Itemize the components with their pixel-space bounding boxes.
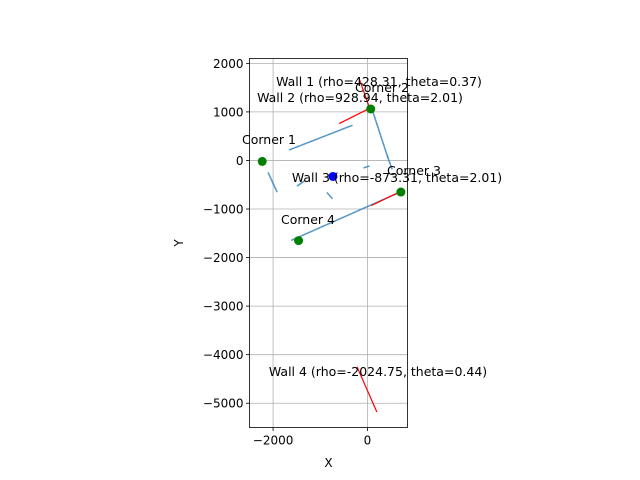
- wall-label: Wall 2 (rho=928.94, theta=2.01): [257, 90, 463, 105]
- corner-marker: [257, 156, 267, 166]
- y-tick-label: 1000: [213, 105, 244, 119]
- grid: [249, 58, 408, 428]
- robot-marker: [328, 171, 338, 181]
- scan-point: [275, 190, 278, 193]
- wall-label: Wall 4 (rho=-2024.75, theta=0.44): [269, 364, 487, 379]
- x-axis-label: X: [324, 456, 332, 470]
- wall-line: [370, 190, 401, 207]
- corner-label: Corner 3: [387, 163, 441, 178]
- y-tick-label: −3000: [203, 300, 244, 314]
- scan-point: [367, 165, 370, 168]
- y-axis-label: Y: [172, 239, 186, 248]
- x-tick-label: −2000: [253, 434, 294, 448]
- corner-markers: [257, 104, 406, 246]
- y-tick-label: −4000: [203, 348, 244, 362]
- corner-label: Corner 1: [242, 132, 296, 147]
- wall-line: [356, 366, 378, 413]
- y-tick-label: −2000: [203, 251, 244, 265]
- annotations: Wall 1 (rho=428.31, theta=0.37)Wall 2 (r…: [242, 74, 502, 379]
- y-tick-label: 2000: [213, 57, 244, 71]
- corner-label: Corner 2: [355, 80, 409, 95]
- corner-label: Corner 4: [281, 212, 335, 227]
- scan-point: [350, 124, 353, 127]
- wall-line: [338, 107, 372, 125]
- scan-point: [391, 167, 393, 170]
- corner-marker: [366, 104, 376, 114]
- y-tick-label: −1000: [203, 203, 244, 217]
- axis-ticks: −2000 0 2000 1000 0 −1000 −2000 −3000 −4000 −5000: [203, 57, 371, 448]
- x-tick-label: 0: [364, 434, 372, 448]
- wall-label: Wall 1 (rho=428.31, theta=0.37): [276, 74, 482, 89]
- scan-point: [331, 197, 333, 200]
- plot-frame: [249, 58, 408, 428]
- wall-lines: [338, 77, 401, 413]
- wall-label: Wall 3 (rho=-873.31, theta=2.01): [292, 170, 502, 185]
- corner-marker: [396, 187, 406, 197]
- robot-marker-group: [328, 171, 338, 181]
- y-tick-label: 0: [236, 154, 244, 168]
- wall-line: [358, 77, 371, 109]
- corner-marker: [294, 236, 304, 246]
- scan-point: [303, 179, 306, 182]
- y-tick-label: −5000: [203, 397, 244, 411]
